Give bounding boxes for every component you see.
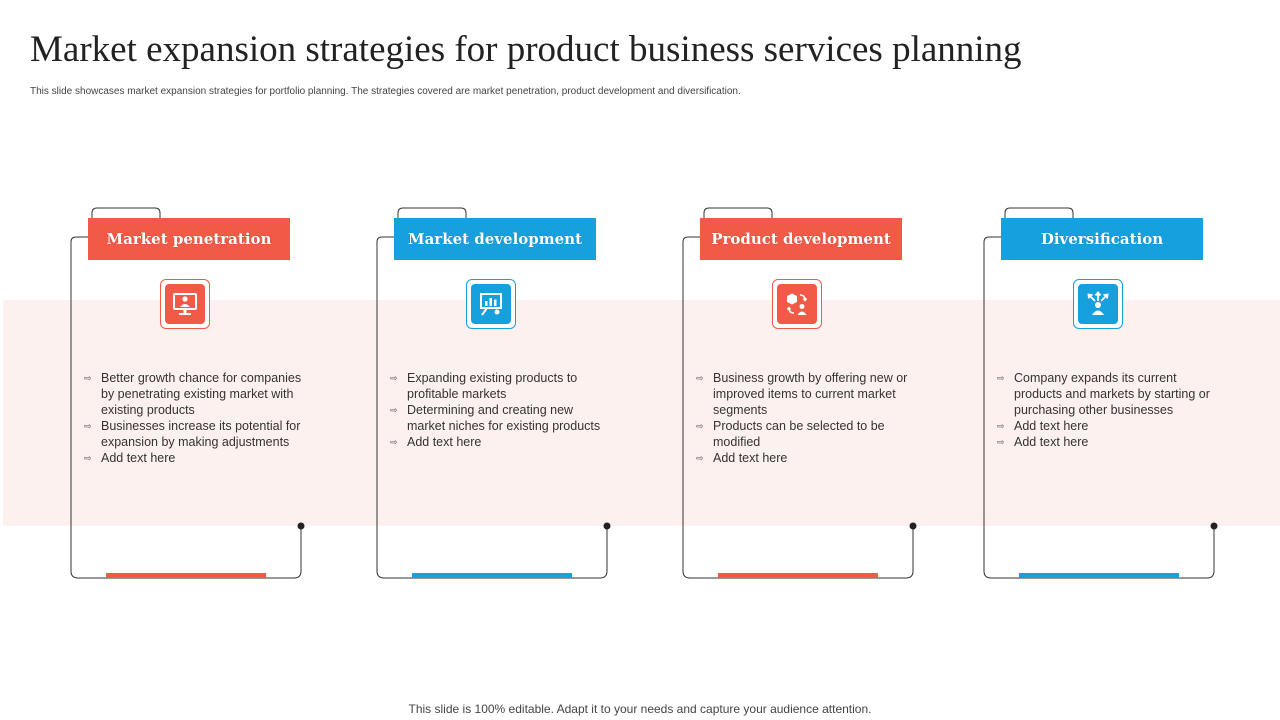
person-arrows-icon (1078, 284, 1118, 324)
presentation-user-icon (165, 284, 205, 324)
card-accent-bar (718, 573, 878, 578)
card-header: Diversification (1001, 218, 1203, 260)
card-icon-box (466, 279, 516, 329)
card-header: Market development (394, 218, 596, 260)
bullet-item: ⇨ Add text here (84, 451, 176, 465)
bullet-item: ⇨ Businesses increase its potential for e… (84, 419, 301, 449)
bullet-item: ⇨ Add text here (997, 419, 1089, 433)
bullet-item: ⇨ Products can be selected to be modified (696, 419, 885, 449)
arrow-icon: ⇨ (390, 405, 398, 415)
bullet-item: ⇨ Business growth by offering new or impr… (696, 371, 908, 417)
strategy-card-market-penetration: Market penetration ⇨ Better growth chance… (70, 205, 310, 585)
card-header: Product development (700, 218, 902, 260)
arrow-icon: ⇨ (997, 421, 1005, 431)
bullet-item: ⇨ Add text here (997, 435, 1089, 449)
card-bullets: ⇨ Company expands its current products an… (997, 370, 1217, 450)
card-bullets: ⇨ Business growth by offering new or impr… (696, 370, 916, 466)
arrow-icon: ⇨ (84, 373, 92, 383)
background-band (3, 300, 1280, 526)
card-accent-bar (106, 573, 266, 578)
arrow-icon: ⇨ (997, 437, 1005, 447)
arrow-icon: ⇨ (696, 453, 704, 463)
arrow-icon: ⇨ (390, 373, 398, 383)
strategy-card-product-development: Product development ⇨ Business growth by … (682, 205, 922, 585)
page-title: Market expansion strategies for product … (30, 29, 1022, 70)
card-icon-box (160, 279, 210, 329)
arrow-icon: ⇨ (696, 373, 704, 383)
bullet-item: ⇨ Better growth chance for companies by p… (84, 371, 302, 417)
card-accent-bar (1019, 573, 1179, 578)
strategy-card-diversification: Diversification ⇨ Company expands its cur… (983, 205, 1223, 585)
card-icon-box (1073, 279, 1123, 329)
footer-note: This slide is 100% editable. Adapt it to… (408, 702, 872, 716)
arrow-icon: ⇨ (84, 453, 92, 463)
page-subtitle: This slide showcases market expansion st… (30, 86, 741, 97)
chart-board-icon (471, 284, 511, 324)
arrow-icon: ⇨ (997, 373, 1005, 383)
arrow-icon: ⇨ (84, 421, 92, 431)
bullet-item: ⇨ Expanding existing products to profitab… (390, 371, 578, 401)
strategy-card-market-development: Market development ⇨ Expanding existing p… (376, 205, 616, 585)
box-exchange-user-icon (777, 284, 817, 324)
card-bullets: ⇨ Better growth chance for companies by p… (84, 370, 304, 466)
bullet-item: ⇨ Add text here (390, 435, 482, 449)
bullet-item: ⇨ Determining and creating new market nic… (390, 403, 601, 433)
card-bullets: ⇨ Expanding existing products to profitab… (390, 370, 610, 450)
bullet-item: ⇨ Add text here (696, 451, 788, 465)
card-icon-box (772, 279, 822, 329)
card-accent-bar (412, 573, 572, 578)
card-header: Market penetration (88, 218, 290, 260)
bullet-item: ⇨ Company expands its current products an… (997, 371, 1210, 417)
arrow-icon: ⇨ (696, 421, 704, 431)
arrow-icon: ⇨ (390, 437, 398, 447)
